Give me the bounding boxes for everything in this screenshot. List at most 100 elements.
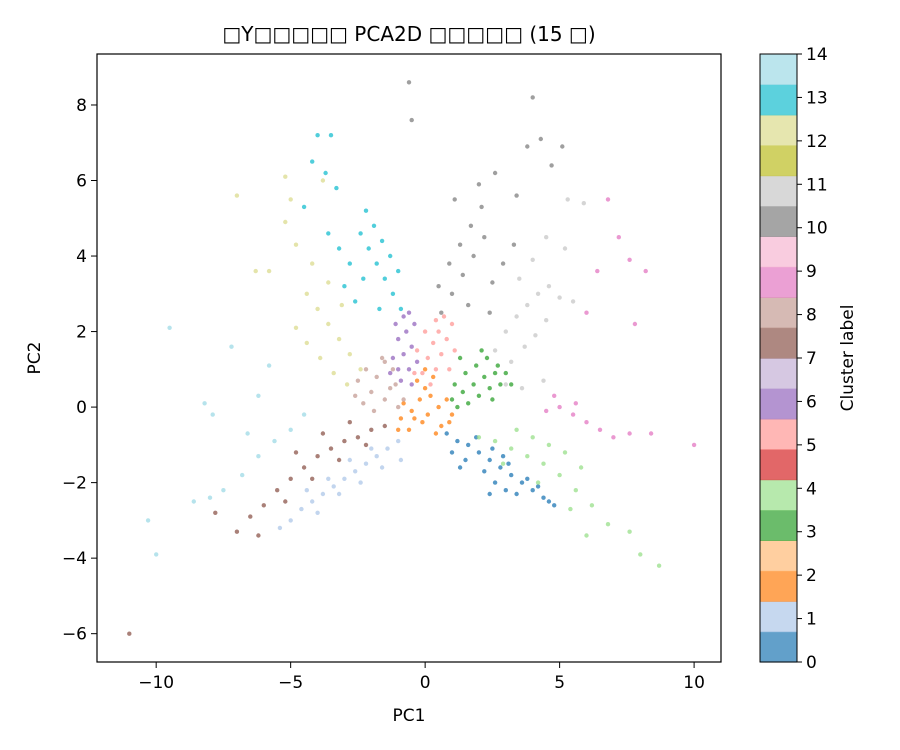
data-point (382, 397, 387, 402)
data-point (379, 465, 385, 470)
data-point (431, 340, 436, 346)
data-point (167, 325, 172, 330)
data-point (393, 321, 398, 327)
colorbar-segment (760, 570, 797, 602)
data-point (382, 423, 387, 429)
data-point (514, 193, 519, 198)
data-point (544, 318, 549, 323)
data-point (328, 446, 334, 451)
colorbar-tick-label: 13 (806, 88, 828, 108)
data-point (288, 476, 293, 481)
data-point (154, 552, 159, 557)
colorbar-segment (760, 418, 797, 450)
data-point (229, 344, 234, 349)
data-point (530, 257, 535, 262)
data-point (530, 488, 535, 493)
data-point (503, 488, 508, 493)
data-point (484, 355, 490, 361)
data-point (398, 416, 404, 421)
data-point (509, 359, 514, 364)
data-point (492, 370, 498, 376)
data-point (570, 412, 576, 417)
data-point (562, 450, 568, 455)
colorbar-tick-label: 9 (806, 262, 817, 282)
data-point (207, 495, 213, 500)
data-point (452, 197, 457, 202)
data-point (342, 476, 347, 481)
data-point (328, 133, 334, 138)
data-point (444, 336, 449, 342)
data-point (546, 499, 552, 504)
data-point (396, 404, 401, 410)
data-point (283, 174, 288, 179)
data-point (460, 272, 465, 278)
data-point (396, 367, 401, 372)
data-point (390, 367, 396, 372)
data-point (546, 284, 552, 289)
data-point (573, 488, 578, 493)
data-point (616, 235, 621, 240)
colorbar-segment (760, 84, 797, 116)
data-point (447, 420, 452, 425)
data-point (301, 465, 307, 470)
data-point (256, 454, 261, 459)
data-point (474, 363, 479, 368)
data-point (398, 378, 404, 383)
data-point (431, 374, 436, 380)
data-point (277, 525, 283, 531)
x-axis: −10 −5 0 5 10 (138, 662, 705, 693)
data-point (428, 393, 433, 398)
data-point (447, 261, 452, 266)
data-point (369, 427, 374, 432)
colorbar-tick-label: 11 (806, 175, 828, 195)
colorbar-segment (760, 236, 797, 268)
data-point (361, 276, 366, 281)
data-point (301, 204, 307, 210)
data-point (342, 438, 347, 444)
data-point (500, 261, 506, 266)
data-point (627, 257, 632, 262)
data-point (479, 348, 484, 353)
data-point (552, 503, 557, 508)
data-point (466, 401, 471, 406)
data-point (310, 261, 315, 266)
data-point (487, 386, 492, 391)
data-point (581, 201, 586, 206)
colorbar-tick-label: 3 (806, 523, 817, 543)
data-point (490, 397, 495, 402)
data-point (293, 450, 299, 455)
data-point (371, 408, 377, 414)
data-point (449, 450, 455, 455)
data-point (525, 302, 530, 308)
data-point (535, 291, 541, 296)
data-point (304, 340, 309, 346)
data-point (544, 235, 549, 240)
data-point (514, 491, 519, 497)
data-point (562, 246, 568, 251)
data-point (396, 438, 401, 444)
data-point (511, 242, 517, 247)
data-point (557, 404, 562, 410)
colorbar-segment (760, 266, 797, 298)
data-point (509, 472, 514, 478)
data-point (412, 416, 417, 421)
data-point (396, 336, 401, 342)
data-point (441, 314, 447, 319)
data-point (517, 276, 522, 281)
data-point (261, 503, 266, 508)
data-point (409, 344, 414, 349)
data-point (573, 401, 578, 406)
data-point (323, 170, 328, 176)
data-point (463, 457, 468, 463)
data-point (476, 182, 482, 187)
data-point (584, 533, 589, 538)
colorbar-tick-label: 6 (806, 392, 817, 412)
data-point (256, 533, 261, 538)
data-point (310, 476, 315, 481)
data-point (369, 389, 374, 395)
data-point (490, 280, 495, 285)
data-point (525, 144, 530, 149)
data-point (374, 374, 379, 380)
data-point (310, 499, 315, 504)
data-point (538, 136, 543, 142)
